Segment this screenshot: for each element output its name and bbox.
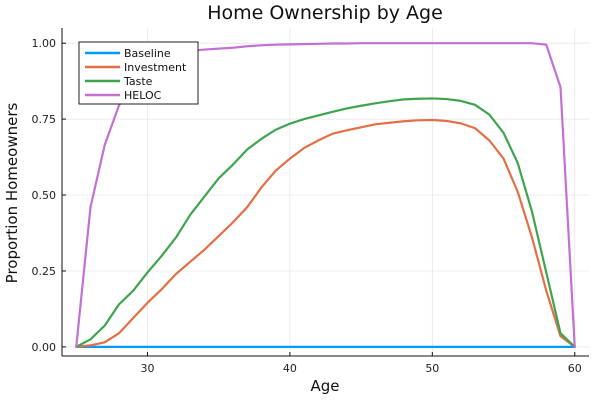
y-tick-label: 0.75 (32, 113, 57, 126)
x-tick-label: 50 (425, 362, 439, 375)
y-tick-label: 0.50 (32, 189, 57, 202)
legend-label-heloc: HELOC (124, 89, 162, 102)
series-line-investment (75, 118, 576, 348)
chart-title: Home Ownership by Age (207, 2, 443, 24)
y-axis-title: Proportion Homeowners (3, 103, 21, 284)
y-tick-label: 0.25 (32, 265, 57, 278)
legend-label-taste: Taste (123, 75, 153, 88)
x-tick-label: 40 (283, 362, 297, 375)
x-tick-label: 60 (568, 362, 582, 375)
series-lines (75, 42, 576, 348)
legend-label-investment: Investment (124, 61, 187, 74)
x-axis-title: Age (310, 377, 339, 395)
series-line-taste (75, 97, 576, 348)
y-tick-label: 0.00 (32, 341, 57, 354)
legend-label-baseline: Baseline (124, 47, 171, 60)
plot-frame (61, 28, 589, 357)
tick-labels: 30 40 50 60 0.00 0.25 0.50 0.75 1.00 (32, 37, 582, 375)
y-tick-label: 1.00 (32, 37, 57, 50)
x-tick-label: 30 (140, 362, 154, 375)
